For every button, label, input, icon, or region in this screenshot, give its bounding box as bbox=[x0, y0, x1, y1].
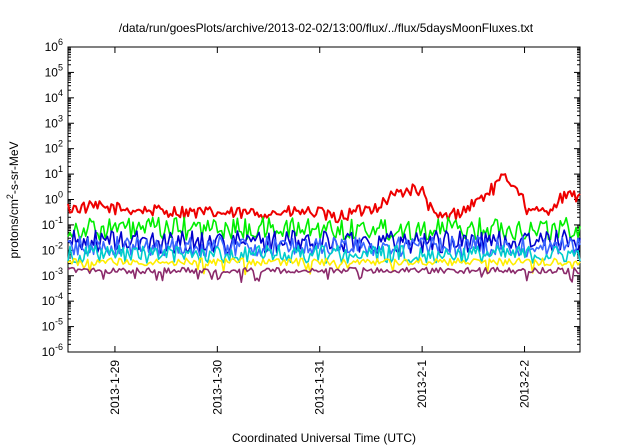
plot-frame bbox=[67, 46, 581, 353]
x-axis: 2013-1-29 2013-1-30 2013-1-31 2013-2-1 2013-… bbox=[108, 47, 532, 415]
y-tick-label: 103 bbox=[45, 113, 63, 130]
series-line bbox=[67, 216, 581, 241]
y-axis-label-sup: 2 bbox=[5, 194, 15, 199]
x-axis-label: Coordinated Universal Time (UTC) bbox=[232, 431, 416, 445]
y-tick-label: 10-4 bbox=[42, 291, 63, 308]
x-tick-label: 2013-2-1 bbox=[415, 360, 429, 408]
y-tick-label: 106 bbox=[45, 37, 63, 54]
series-line bbox=[67, 173, 581, 224]
y-tick-label: 10-2 bbox=[42, 240, 63, 257]
series-line bbox=[67, 266, 581, 283]
y-tick-label: 104 bbox=[45, 88, 63, 105]
x-tick-label: 2013-1-31 bbox=[313, 360, 327, 415]
series-line bbox=[67, 229, 581, 254]
series-line bbox=[67, 244, 581, 264]
y-tick-label: 10-5 bbox=[42, 317, 63, 334]
x-tick-label: 2013-1-29 bbox=[108, 360, 122, 415]
y-tick-label: 102 bbox=[45, 139, 63, 156]
y-tick-label: 105 bbox=[45, 62, 63, 79]
y-tick-label: 10-1 bbox=[42, 215, 63, 232]
y-axis-label: protons/cm2-s-sr-MeV bbox=[5, 141, 21, 258]
y-axis-label-rest: -s-sr-MeV bbox=[7, 141, 21, 194]
series-group bbox=[67, 173, 581, 283]
y-tick-label: 100 bbox=[45, 190, 63, 207]
y-tick-label: 10-6 bbox=[42, 342, 63, 359]
x-tick-label: 2013-1-30 bbox=[210, 360, 224, 415]
y-axis-label-main: protons/cm bbox=[7, 199, 21, 258]
x-tick-label: 2013-2-2 bbox=[518, 360, 532, 408]
y-tick-label: 10-3 bbox=[42, 266, 63, 283]
chart-title: /data/run/goesPlots/archive/2013-02-02/1… bbox=[119, 21, 534, 35]
series-line bbox=[67, 257, 581, 276]
y-tick-label: 101 bbox=[45, 164, 63, 181]
y-axis: 10-6 10-5 10-4 10-3 10-2 10-1 100 101 102 103 104 1… bbox=[42, 37, 580, 359]
